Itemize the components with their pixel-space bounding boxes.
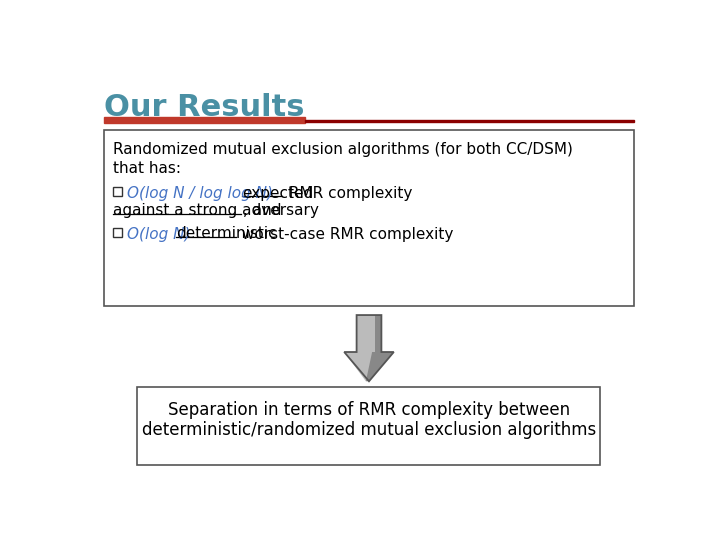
Text: O(log N): O(log N) [127,226,191,241]
Text: Randomized mutual exclusion algorithms (for both CC/DSM): Randomized mutual exclusion algorithms (… [113,142,573,157]
Bar [113,228,122,237]
Text: O(log N / log log N): O(log N / log log N) [127,186,273,201]
Polygon shape [344,352,394,381]
Polygon shape [344,352,372,381]
FancyBboxPatch shape [137,387,600,465]
Text: Our Results: Our Results [104,92,305,122]
Text: worst-case RMR complexity: worst-case RMR complexity [238,226,454,241]
FancyBboxPatch shape [104,130,634,306]
Text: deterministic/randomized mutual exclusion algorithms: deterministic/randomized mutual exclusio… [142,421,596,438]
Text: against a strong adversary: against a strong adversary [113,204,319,218]
Bar [113,187,122,195]
Bar [305,120,634,122]
Bar [375,315,382,352]
Text: expected: expected [242,186,313,201]
Text: that has:: that has: [113,161,181,176]
Text: RMR complexity: RMR complexity [284,186,412,201]
Bar [356,315,375,352]
Polygon shape [366,352,394,381]
Text: deterministic: deterministic [176,226,276,241]
Text: Separation in terms of RMR complexity between: Separation in terms of RMR complexity be… [168,401,570,419]
Text: , and: , and [243,204,282,218]
Bar [104,117,305,123]
